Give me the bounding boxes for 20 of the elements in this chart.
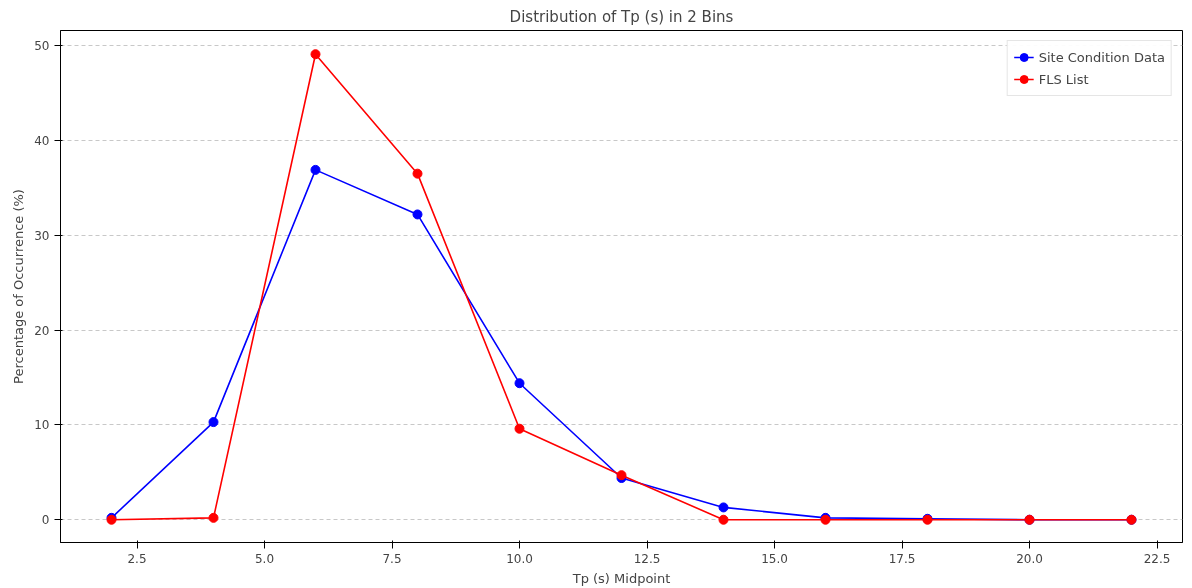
- y-tick-label: 40: [34, 133, 50, 148]
- x-tick-label: 17.5: [888, 551, 916, 566]
- x-axis-title: Tp (s) Midpoint: [571, 570, 671, 586]
- x-tick-label: 10.0: [506, 551, 533, 566]
- y-tick-label: 10: [34, 418, 50, 433]
- y-tick-label: 20: [34, 323, 50, 338]
- x-tick-label: 12.5: [633, 551, 661, 566]
- x-tick-label: 20.0: [1016, 551, 1043, 566]
- y-axis-title: Percentage of Occurrence (%): [11, 189, 27, 384]
- legend-label: FLS List: [1038, 71, 1089, 87]
- chart-title: Distribution of Tp (s) in 2 Bins: [509, 7, 734, 26]
- x-tick-label: 22.5: [1143, 551, 1171, 566]
- y-tick-label: 0: [41, 513, 50, 528]
- x-tick-label: 2.5: [127, 551, 147, 566]
- x-tick-label: 7.5: [382, 551, 402, 566]
- x-tick-label: 5.0: [254, 551, 275, 566]
- x-tick-label: 15.0: [761, 551, 788, 566]
- y-tick-label: 50: [34, 39, 50, 54]
- y-tick-label: 30: [34, 228, 50, 243]
- legend-label: Site Condition Data: [1038, 49, 1165, 65]
